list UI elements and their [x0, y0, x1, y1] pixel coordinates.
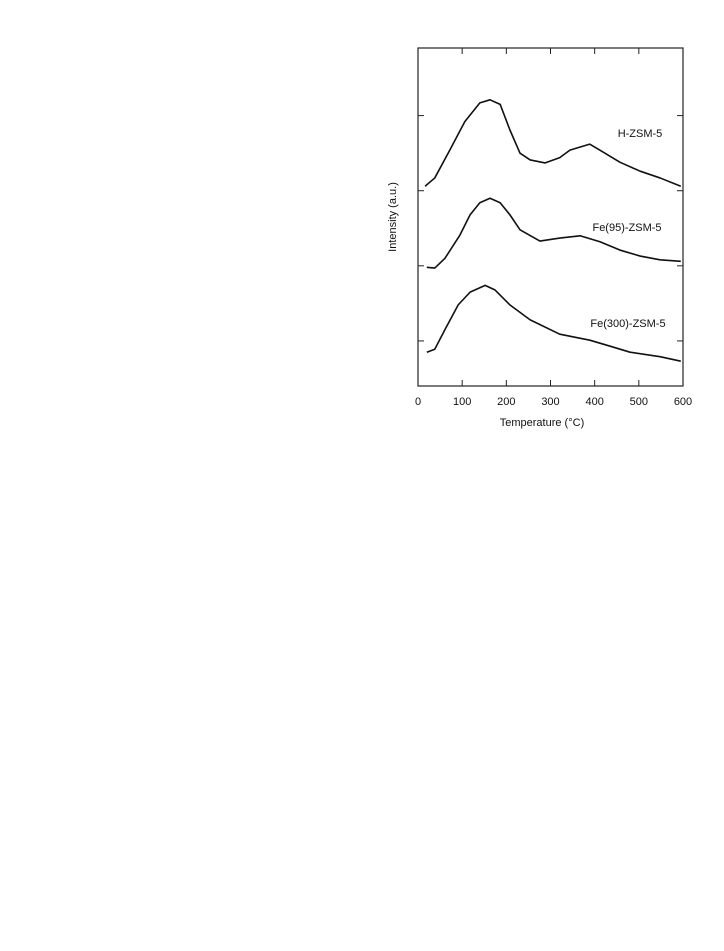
series-label: Fe(95)-ZSM-5 — [592, 222, 661, 234]
x-tick-label: 0 — [415, 396, 421, 408]
series-label: Fe(300)-ZSM-5 — [590, 318, 665, 330]
x-tick-label: 400 — [585, 396, 603, 408]
x-tick-label: 100 — [453, 396, 471, 408]
series-line — [424, 99, 682, 187]
series-line — [426, 197, 681, 269]
x-tick-label: 500 — [630, 396, 648, 408]
x-tick-label: 300 — [541, 396, 559, 408]
y-axis-label: Intensity (a.u.) — [387, 182, 399, 252]
x-tick-label: 600 — [674, 396, 692, 408]
x-tick-label: 200 — [497, 396, 515, 408]
series-label: H-ZSM-5 — [618, 128, 663, 140]
x-axis-label: Temperature (°C) — [500, 417, 584, 429]
plot-frame — [417, 47, 684, 387]
series-line — [426, 284, 681, 362]
